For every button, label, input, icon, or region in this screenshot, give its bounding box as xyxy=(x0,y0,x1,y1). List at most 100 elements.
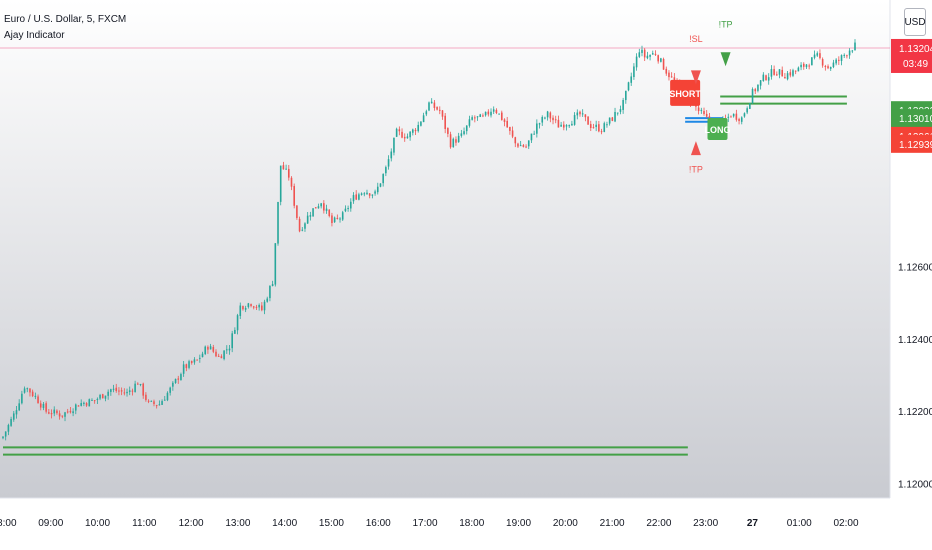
candle-body xyxy=(633,66,635,78)
candle xyxy=(34,392,37,400)
candle-body xyxy=(91,399,93,401)
candle-body xyxy=(155,405,158,407)
candle-body xyxy=(161,401,163,405)
candle xyxy=(15,406,18,419)
candle-body xyxy=(147,400,150,402)
candle-body xyxy=(263,301,266,311)
candle-body xyxy=(341,212,344,220)
candle xyxy=(606,121,608,128)
candle-body xyxy=(544,117,546,119)
candle xyxy=(765,74,767,81)
candle xyxy=(447,127,449,138)
candle-body xyxy=(85,403,88,406)
candle xyxy=(517,142,519,149)
time-tick-label: 20:00 xyxy=(553,518,578,529)
short-signal[interactable]: SHORT xyxy=(669,79,701,106)
candle xyxy=(7,423,10,436)
candle-body xyxy=(131,390,134,392)
currency-button[interactable]: USD xyxy=(904,8,926,36)
candle xyxy=(527,140,530,150)
candle xyxy=(10,416,12,427)
candle xyxy=(371,194,374,199)
candle-body xyxy=(449,134,452,148)
candle-body xyxy=(271,284,274,287)
candle-body xyxy=(120,390,123,392)
candle xyxy=(147,399,150,404)
candle xyxy=(635,53,638,71)
candle xyxy=(425,109,428,117)
candle xyxy=(703,107,705,116)
candle-body xyxy=(751,88,754,104)
candle-body xyxy=(463,131,465,135)
candle-body xyxy=(476,116,479,118)
candle xyxy=(565,124,568,131)
candle xyxy=(185,363,188,372)
candle-body xyxy=(587,116,589,125)
candle xyxy=(781,66,784,77)
candle xyxy=(560,121,562,127)
candle xyxy=(433,100,436,111)
candle-body xyxy=(182,364,185,374)
candle xyxy=(665,66,668,76)
candle-body xyxy=(64,412,66,417)
countdown-text: 03:49 xyxy=(903,59,928,70)
candle xyxy=(91,398,93,401)
candle xyxy=(31,389,34,398)
candle-body xyxy=(333,217,336,223)
candle xyxy=(660,57,662,63)
price-label[interactable]: 1.12939 xyxy=(891,134,932,153)
candle-body xyxy=(279,165,282,202)
candle xyxy=(471,115,473,121)
candle-body xyxy=(484,111,487,116)
candle xyxy=(759,80,762,90)
candle xyxy=(843,53,846,59)
candle-body xyxy=(142,383,145,396)
candle xyxy=(293,183,295,209)
candle xyxy=(789,69,792,78)
candle-body xyxy=(670,76,673,78)
price-axis[interactable]: 1.12000 1.12200 1.12400 1.12600 1.13204 03:49… xyxy=(891,38,932,491)
candle-body xyxy=(323,203,325,211)
time-axis[interactable]: 08:00 09:00 10:00 11:00 12:00 13:00 14:00 15:00… xyxy=(0,518,859,529)
candle-body xyxy=(56,410,58,414)
candle-body xyxy=(282,165,285,170)
candle-body xyxy=(409,131,411,138)
candle-body xyxy=(199,357,201,359)
candle xyxy=(366,189,368,195)
candle xyxy=(161,399,163,406)
candle-body xyxy=(296,205,298,218)
candle-body xyxy=(215,351,217,357)
candle-body xyxy=(603,123,606,132)
candle-body xyxy=(306,215,309,224)
candle xyxy=(630,72,633,86)
candle xyxy=(153,399,155,407)
indicator-name[interactable]: Ajay Indicator xyxy=(4,30,65,41)
price-label-text: 1.13010 xyxy=(899,114,932,125)
candle-body xyxy=(805,64,808,68)
price-label[interactable]: 1.13010 xyxy=(891,109,932,128)
candle xyxy=(465,125,468,135)
candle-body xyxy=(552,117,554,121)
candle xyxy=(150,400,153,402)
price-label[interactable]: 1.13204 03:49 xyxy=(891,38,932,73)
candle-body xyxy=(390,151,393,159)
candle-body xyxy=(630,76,633,83)
candle xyxy=(754,87,757,94)
candle xyxy=(498,113,500,115)
candle-body xyxy=(379,183,382,187)
candle-body xyxy=(654,53,657,55)
candle xyxy=(603,121,606,133)
candle-body xyxy=(185,364,188,369)
candle xyxy=(85,402,88,407)
candle xyxy=(412,128,414,136)
symbol-title[interactable]: Euro / U.S. Dollar, 5, FXCM xyxy=(4,14,127,25)
candle-body xyxy=(829,67,832,69)
candle-body xyxy=(762,74,765,82)
marker-label: !TP xyxy=(689,164,703,174)
candle xyxy=(557,115,560,128)
candle xyxy=(360,192,363,196)
long-signal[interactable]: LONG xyxy=(704,118,730,140)
time-tick-label: 11:00 xyxy=(132,518,157,529)
candle xyxy=(805,63,808,70)
